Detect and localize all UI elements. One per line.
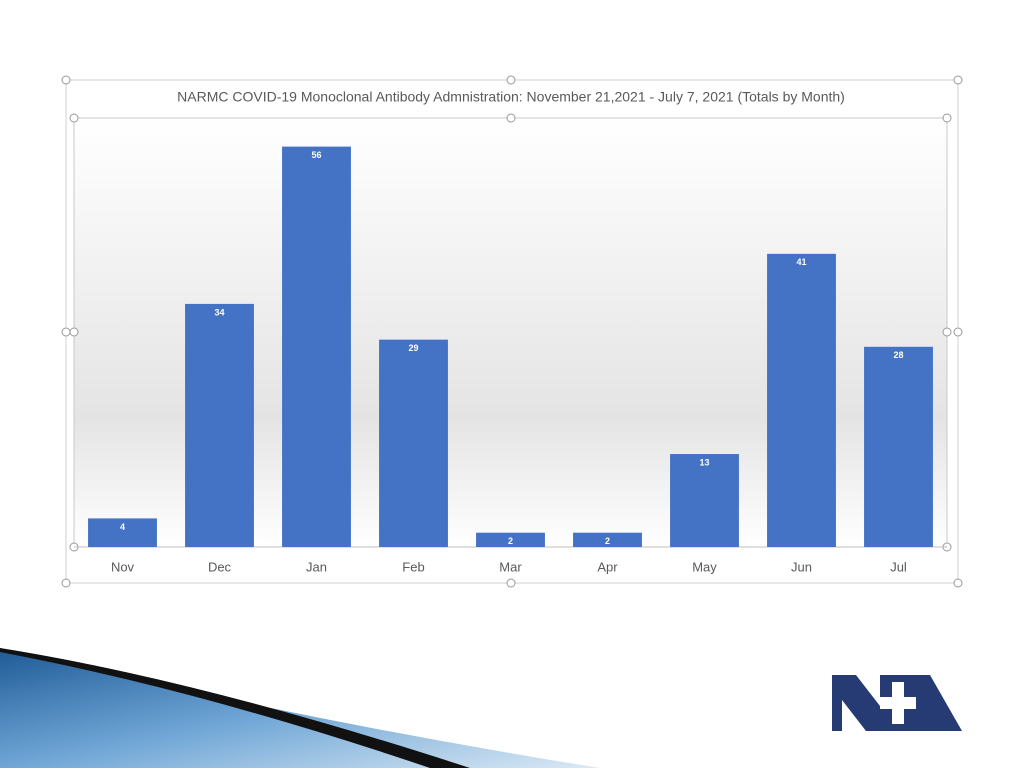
decor-stripe xyxy=(0,648,470,768)
bar xyxy=(185,303,254,547)
x-tick-label: Mar xyxy=(499,559,522,574)
data-label: 56 xyxy=(311,150,321,160)
decor-swoosh xyxy=(0,648,600,768)
bar xyxy=(670,454,739,547)
logo xyxy=(832,675,962,731)
bar xyxy=(88,518,157,547)
x-tick-label: Jun xyxy=(791,559,812,574)
bar xyxy=(767,253,836,547)
data-label: 13 xyxy=(699,457,709,467)
x-tick-label: Nov xyxy=(111,559,135,574)
x-tick-label: Apr xyxy=(597,559,618,574)
data-label: 29 xyxy=(408,343,418,353)
bar xyxy=(573,532,642,547)
data-label: 4 xyxy=(120,522,125,532)
x-tick-label: Dec xyxy=(208,559,232,574)
x-tick-label: Jan xyxy=(306,559,327,574)
data-label: 28 xyxy=(893,350,903,360)
chart-title: NARMC COVID-19 Monoclonal Antibody Admni… xyxy=(177,89,845,105)
data-label: 2 xyxy=(605,536,610,546)
bar xyxy=(379,339,448,547)
x-tick-label: Jul xyxy=(890,559,907,574)
bar xyxy=(282,146,351,547)
bar xyxy=(864,346,933,547)
x-tick-label: Feb xyxy=(402,559,424,574)
data-label: 34 xyxy=(214,307,224,317)
data-label: 41 xyxy=(796,257,806,267)
x-tick-label: May xyxy=(692,559,717,574)
bar xyxy=(476,532,545,547)
data-label: 2 xyxy=(508,536,513,546)
selection-handles xyxy=(61,75,963,588)
